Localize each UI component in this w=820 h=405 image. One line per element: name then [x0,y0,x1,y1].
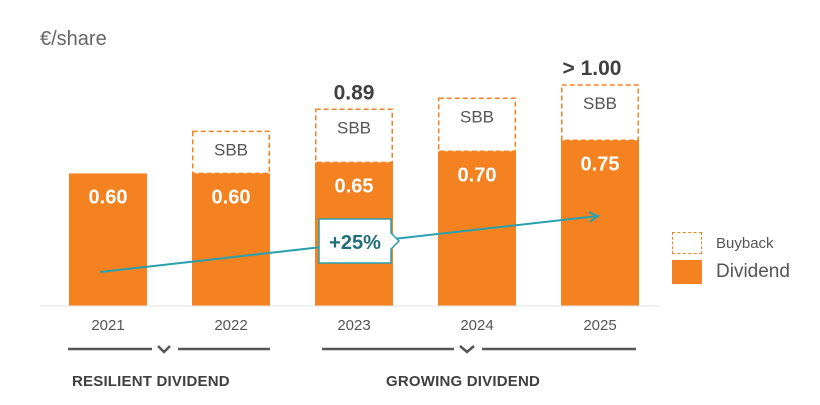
dividend-value-label-2023: 0.65 [335,175,374,197]
dividend-value-label-2025: 0.75 [581,153,620,175]
buyback-label-2023: SBB [337,118,371,137]
year-label-2024: 2024 [460,317,493,334]
year-label-2021: 2021 [91,317,124,334]
dividend-bar-2022 [192,173,270,306]
buyback-box-2024 [438,97,516,153]
dividend-value-label-2024: 0.70 [458,164,497,186]
buyback-box-2025 [561,84,639,141]
buyback-label-2024: SBB [460,107,494,126]
trend-callout-box [318,218,401,264]
legend-swatch-buyback [672,232,702,254]
unit-label: €/share [40,28,107,50]
trend-arrowhead [588,211,601,223]
dividend-bar-2021 [69,173,147,306]
legend-swatch-dividend [672,260,702,284]
dividend-value-label-2022: 0.60 [212,186,251,208]
legend-item-buyback: Buyback [672,232,790,254]
group-chevron-resilient [157,345,171,354]
buyback-box-2023 [315,108,393,164]
group-chevron-growing [459,345,475,354]
group-label-resilient: RESILIENT DIVIDEND [72,373,230,390]
dividend-value-label-2021: 0.60 [89,186,128,208]
legend-label-dividend: Dividend [716,261,790,282]
legend: Buyback Dividend [672,232,790,290]
buyback-label-2025: SBB [583,94,617,113]
buyback-box-2022 [192,130,270,175]
buyback-label-2022: SBB [214,140,248,159]
year-label-2022: 2022 [214,317,247,334]
year-label-2023: 2023 [337,317,370,334]
dividend-bar-2025 [561,140,639,306]
trend-label: +25% [329,232,381,254]
year-label-2025: 2025 [583,317,616,334]
total-label-2025: > 1.00 [563,57,622,80]
legend-item-dividend: Dividend [672,260,790,284]
legend-label-buyback: Buyback [716,234,774,252]
total-label-2023: 0.89 [334,81,375,104]
group-label-growing: GROWING DIVIDEND [386,373,541,390]
